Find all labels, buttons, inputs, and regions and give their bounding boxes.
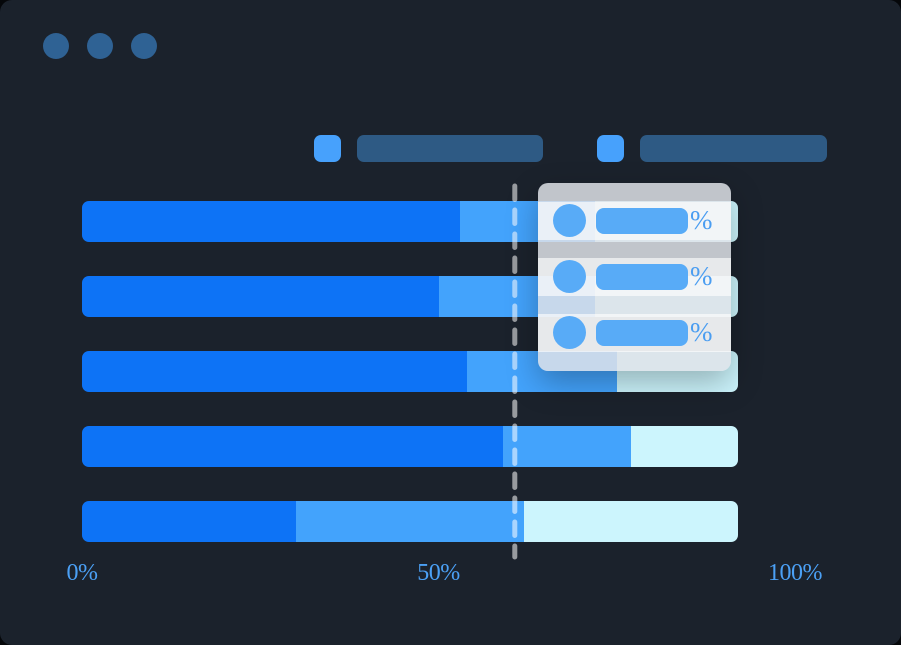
tooltip: %%% (538, 183, 731, 371)
window-control-dot-icon[interactable] (43, 33, 69, 59)
x-axis: 0% 50% 100% (0, 560, 901, 590)
tooltip-value-placeholder (596, 264, 688, 290)
tooltip-percent-label: % (690, 260, 713, 291)
table-row[interactable] (82, 351, 738, 392)
legend-item-series-a[interactable] (314, 135, 543, 162)
bar-segment-segment-1 (82, 501, 296, 542)
tooltip-percent-label: % (690, 316, 713, 347)
window-control-dot-icon[interactable] (131, 33, 157, 59)
legend-swatch-icon (314, 135, 341, 162)
chart-legend (0, 135, 901, 163)
window-controls (43, 33, 157, 59)
bar-segment-segment-3 (524, 501, 738, 542)
tooltip-bullet-icon (553, 316, 586, 349)
x-axis-tick-label: 50% (417, 560, 460, 586)
tooltip-value-placeholder (596, 320, 688, 346)
bar-segment-segment-1 (82, 276, 439, 317)
bar-segment-segment-1 (82, 351, 468, 392)
legend-label-placeholder (640, 135, 827, 162)
legend-label-placeholder (357, 135, 543, 162)
tooltip-bullet-icon (553, 260, 586, 293)
window-control-dot-icon[interactable] (87, 33, 113, 59)
bar-segment-segment-3 (630, 426, 738, 467)
legend-swatch-icon (597, 135, 624, 162)
tooltip-percent-label: % (690, 204, 713, 235)
tooltip-row: % (538, 202, 731, 240)
bar-segment-segment-2 (502, 426, 631, 467)
x-axis-tick-label: 0% (66, 560, 99, 586)
legend-item-series-b[interactable] (597, 135, 827, 162)
bar-segment-segment-1 (82, 426, 503, 467)
bar-segment-segment-1 (82, 201, 460, 242)
tooltip-row: % (538, 314, 731, 352)
bar-segment-segment-2 (295, 501, 525, 542)
tooltip-row: % (538, 258, 731, 296)
tooltip-bullet-icon (553, 204, 586, 237)
table-row[interactable] (82, 426, 738, 467)
tooltip-value-placeholder (596, 208, 688, 234)
table-row[interactable] (82, 501, 738, 542)
x-axis-tick-label: 100% (768, 560, 823, 586)
